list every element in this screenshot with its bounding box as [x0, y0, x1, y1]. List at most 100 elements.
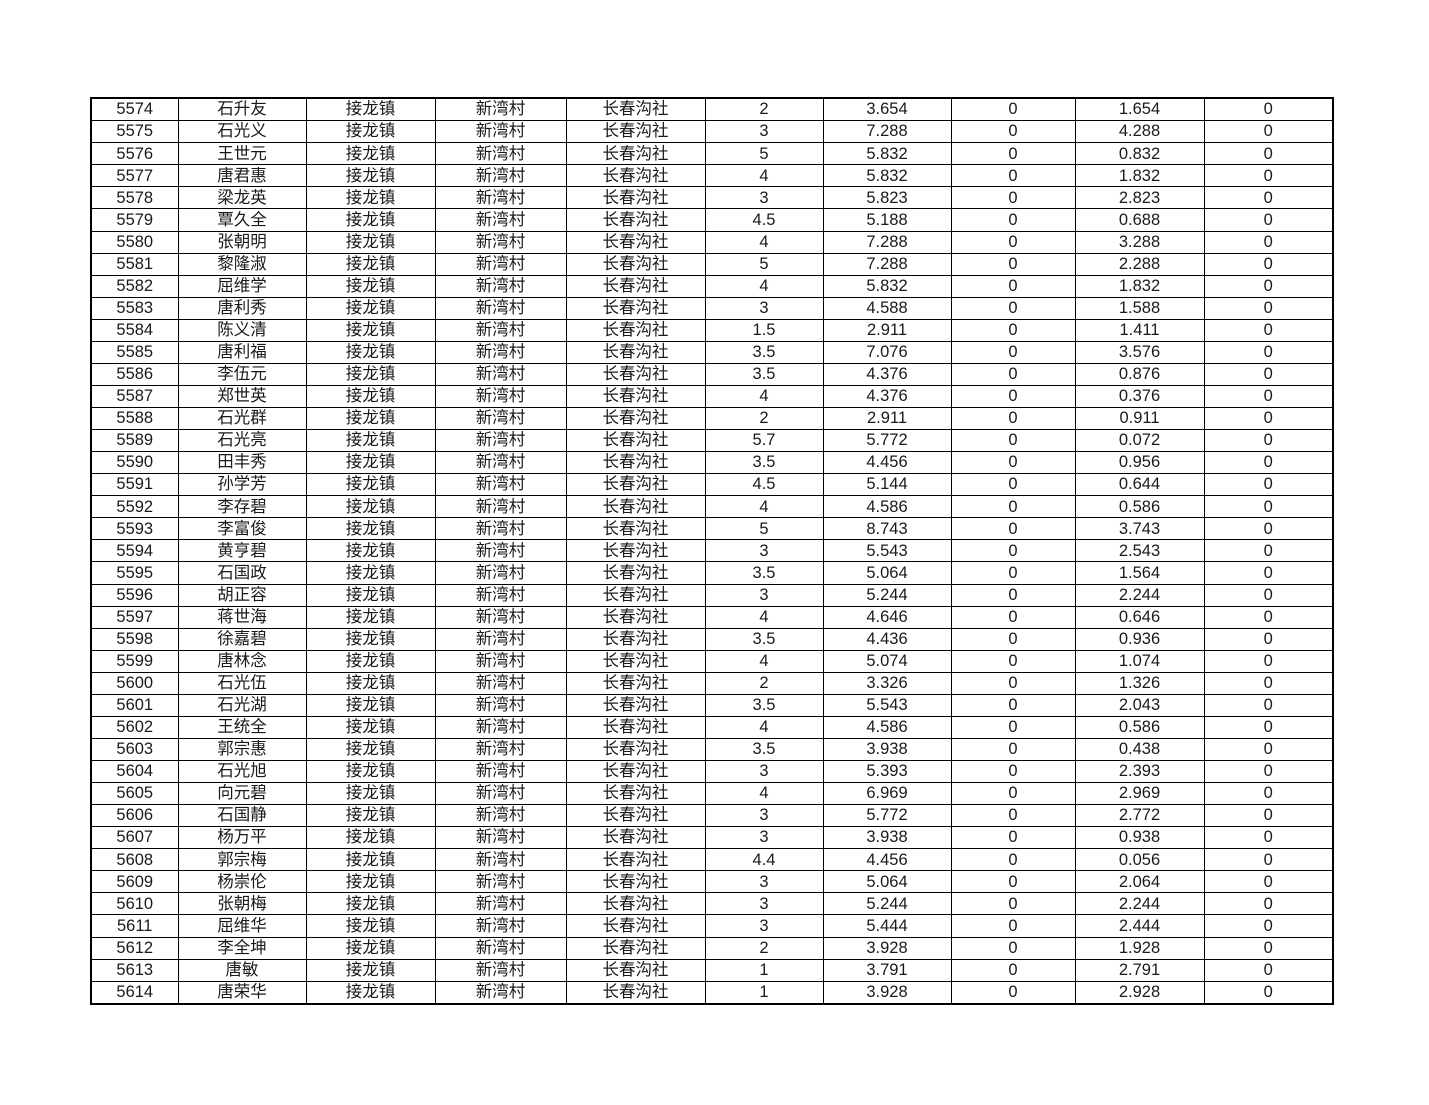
cell-num-3: 0	[950, 384, 1076, 409]
cell-num-3: 0	[950, 451, 1076, 475]
cell-name: 杨万平	[177, 826, 307, 850]
cell-id: 5598	[90, 627, 179, 651]
cell-id: 5608	[90, 848, 179, 872]
cell-num-2: 4.646	[822, 605, 952, 629]
cell-num-5: 0	[1203, 870, 1334, 894]
cell-community: 长春沟社	[565, 473, 706, 497]
cell-num-2: 8.743	[822, 517, 952, 541]
cell-id: 5596	[90, 583, 179, 607]
cell-community: 长春沟社	[565, 715, 706, 739]
cell-num-1: 3.5	[704, 340, 824, 364]
table-row: 5600 石光伍 接龙镇 新湾村 长春沟社 2 3.326 0 1.326 0	[90, 671, 1334, 695]
cell-num-4: 2.244	[1074, 583, 1205, 607]
cell-town: 接龙镇	[305, 142, 436, 166]
table-row: 5597 蒋世海 接龙镇 新湾村 长春沟社 4 4.646 0 0.646 0	[90, 605, 1334, 629]
cell-town: 接龙镇	[305, 561, 436, 585]
cell-num-2: 3.938	[822, 737, 952, 762]
cell-num-3: 0	[950, 870, 1076, 894]
cell-name: 石升友	[177, 97, 307, 122]
cell-num-2: 5.074	[822, 649, 952, 673]
cell-num-4: 0.938	[1074, 826, 1205, 850]
cell-num-4: 2.288	[1074, 252, 1205, 276]
cell-name: 王世元	[177, 142, 307, 166]
cell-num-2: 5.832	[822, 274, 952, 298]
cell-id: 5591	[90, 473, 179, 497]
cell-town: 接龙镇	[305, 583, 436, 607]
cell-community: 长春沟社	[565, 362, 706, 386]
cell-name: 梁龙英	[177, 186, 307, 210]
cell-town: 接龙镇	[305, 980, 436, 1005]
table-row: 5586 李伍元 接龙镇 新湾村 长春沟社 3.5 4.376 0 0.876 0	[90, 362, 1334, 386]
cell-num-2: 5.144	[822, 473, 952, 497]
table-row: 5574 石升友 接龙镇 新湾村 长春沟社 2 3.654 0 1.654 0	[90, 97, 1334, 122]
cell-num-1: 1	[704, 958, 824, 982]
cell-num-3: 0	[950, 737, 1076, 762]
cell-num-5: 0	[1203, 782, 1334, 806]
cell-village: 新湾村	[434, 274, 567, 298]
table-row: 5595 石国政 接龙镇 新湾村 长春沟社 3.5 5.064 0 1.564 0	[90, 561, 1334, 585]
cell-num-3: 0	[950, 362, 1076, 386]
table-row: 5607 杨万平 接龙镇 新湾村 长春沟社 3 3.938 0 0.938 0	[90, 826, 1334, 850]
cell-community: 长春沟社	[565, 208, 706, 232]
cell-num-1: 4	[704, 715, 824, 739]
cell-num-2: 5.444	[822, 914, 952, 938]
cell-num-1: 3	[704, 892, 824, 916]
cell-num-2: 7.076	[822, 340, 952, 364]
cell-num-4: 0.832	[1074, 142, 1205, 166]
cell-town: 接龙镇	[305, 737, 436, 762]
cell-id: 5603	[90, 737, 179, 762]
cell-num-5: 0	[1203, 958, 1334, 982]
cell-num-4: 2.444	[1074, 914, 1205, 938]
cell-num-4: 0.056	[1074, 848, 1205, 872]
cell-name: 胡正容	[177, 583, 307, 607]
cell-community: 长春沟社	[565, 870, 706, 894]
cell-num-3: 0	[950, 958, 1076, 982]
cell-num-1: 4	[704, 384, 824, 409]
cell-num-1: 3	[704, 296, 824, 320]
cell-num-3: 0	[950, 495, 1076, 519]
table-row: 5575 石光义 接龙镇 新湾村 长春沟社 3 7.288 0 4.288 0	[90, 120, 1334, 144]
cell-num-5: 0	[1203, 384, 1334, 409]
cell-num-5: 0	[1203, 892, 1334, 916]
cell-village: 新湾村	[434, 892, 567, 916]
cell-village: 新湾村	[434, 936, 567, 960]
cell-name: 石光亮	[177, 429, 307, 453]
cell-id: 5585	[90, 340, 179, 364]
cell-num-4: 2.543	[1074, 539, 1205, 563]
cell-town: 接龙镇	[305, 451, 436, 475]
table-row: 5606 石国静 接龙镇 新湾村 长春沟社 3 5.772 0 2.772 0	[90, 804, 1334, 828]
cell-num-1: 3.5	[704, 627, 824, 651]
cell-num-2: 2.911	[822, 318, 952, 342]
cell-community: 长春沟社	[565, 649, 706, 673]
cell-village: 新湾村	[434, 715, 567, 739]
cell-name: 徐嘉碧	[177, 627, 307, 651]
cell-name: 屈维华	[177, 914, 307, 938]
cell-town: 接龙镇	[305, 892, 436, 916]
cell-id: 5587	[90, 384, 179, 409]
table-row: 5594 黄亨碧 接龙镇 新湾村 长春沟社 3 5.543 0 2.543 0	[90, 539, 1334, 563]
cell-community: 长春沟社	[565, 252, 706, 276]
cell-num-2: 5.772	[822, 804, 952, 828]
cell-village: 新湾村	[434, 164, 567, 188]
cell-num-5: 0	[1203, 848, 1334, 872]
cell-num-2: 5.244	[822, 892, 952, 916]
cell-num-2: 4.376	[822, 384, 952, 409]
record-table: 5574 石升友 接龙镇 新湾村 长春沟社 2 3.654 0 1.654 0 5575 石光义 接龙镇…	[90, 97, 1334, 1005]
cell-num-2: 3.654	[822, 97, 952, 122]
cell-town: 接龙镇	[305, 649, 436, 673]
cell-community: 长春沟社	[565, 539, 706, 563]
cell-village: 新湾村	[434, 97, 567, 122]
cell-id: 5578	[90, 186, 179, 210]
cell-community: 长春沟社	[565, 406, 706, 431]
cell-name: 石国静	[177, 804, 307, 828]
cell-community: 长春沟社	[565, 980, 706, 1005]
cell-name: 孙学芳	[177, 473, 307, 497]
cell-community: 长春沟社	[565, 274, 706, 298]
cell-community: 长春沟社	[565, 583, 706, 607]
cell-town: 接龙镇	[305, 362, 436, 386]
cell-num-3: 0	[950, 583, 1076, 607]
cell-num-1: 5	[704, 517, 824, 541]
cell-num-2: 4.376	[822, 362, 952, 386]
cell-num-4: 1.928	[1074, 936, 1205, 960]
cell-town: 接龙镇	[305, 804, 436, 828]
